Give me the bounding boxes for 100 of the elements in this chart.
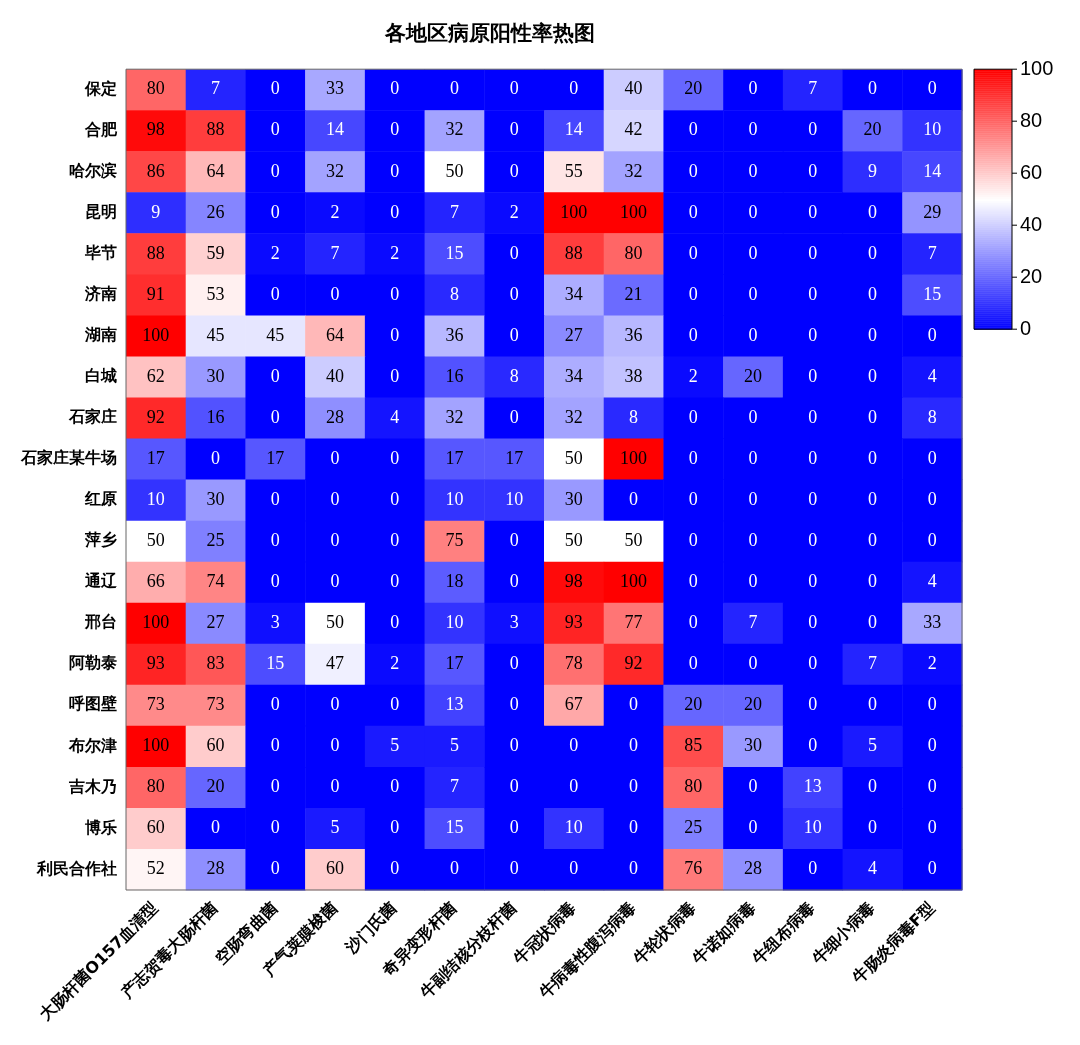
data-label: 7	[330, 242, 340, 263]
data-label: 88	[146, 242, 165, 263]
data-label: 0	[390, 324, 400, 345]
data-label: 26	[206, 201, 225, 222]
data-label: 0	[688, 570, 698, 591]
data-label: 100	[142, 324, 170, 345]
data-label: 47	[326, 653, 344, 674]
data-label: 0	[688, 488, 698, 509]
data-label: 50	[445, 160, 464, 181]
data-label: 0	[629, 776, 639, 797]
data-label: 93	[564, 611, 583, 632]
data-label: 4	[927, 570, 937, 591]
data-label: 0	[390, 447, 400, 468]
data-label: 0	[688, 201, 698, 222]
data-label: 0	[927, 817, 937, 838]
data-label: 0	[509, 776, 519, 797]
data-label: 0	[270, 283, 280, 304]
data-label: 0	[390, 694, 400, 715]
data-label: 7	[867, 653, 877, 674]
data-label: 0	[509, 242, 519, 263]
data-label: 10	[445, 611, 464, 632]
data-label: 0	[509, 858, 519, 879]
data-label: 30	[206, 365, 225, 386]
data-label: 50	[564, 447, 583, 468]
data-label: 0	[748, 817, 758, 838]
data-label: 0	[390, 488, 400, 509]
data-label: 20	[206, 776, 225, 797]
data-label: 7	[748, 611, 758, 632]
data-label: 45	[206, 324, 225, 345]
data-label: 0	[748, 283, 758, 304]
data-label: 14	[326, 119, 344, 140]
data-label: 83	[206, 653, 225, 674]
data-label: 0	[270, 817, 280, 838]
data-label: 34	[564, 365, 583, 386]
data-label: 20	[684, 78, 703, 99]
data-label: 0	[270, 776, 280, 797]
data-label: 0	[927, 529, 937, 550]
data-label: 0	[211, 447, 221, 468]
data-label: 0	[629, 735, 639, 756]
data-label: 0	[509, 406, 519, 427]
data-label: 100	[560, 201, 588, 222]
data-label: 0	[330, 694, 340, 715]
data-label: 0	[688, 242, 698, 263]
data-label: 29	[923, 201, 942, 222]
y-tick-label: 呼图壁	[69, 694, 117, 714]
data-label: 2	[270, 242, 280, 263]
data-label: 30	[206, 488, 225, 509]
data-label: 25	[206, 529, 225, 550]
data-label: 0	[688, 324, 698, 345]
data-label: 28	[206, 858, 225, 879]
data-label: 0	[688, 653, 698, 674]
data-label: 20	[744, 365, 762, 386]
data-label: 88	[564, 242, 583, 263]
data-label: 32	[326, 160, 344, 181]
y-tick-label: 昆明	[85, 202, 117, 221]
data-label: 74	[206, 570, 225, 591]
data-label: 59	[206, 242, 225, 263]
data-label: 21	[624, 283, 643, 304]
data-label: 0	[509, 570, 519, 591]
data-label: 0	[808, 201, 818, 222]
data-label: 0	[748, 119, 758, 140]
data-label: 0	[808, 858, 818, 879]
data-label: 0	[330, 735, 340, 756]
data-label: 2	[688, 365, 698, 386]
color-bar-label: 100	[1020, 56, 1054, 79]
data-label: 50	[146, 529, 165, 550]
data-label: 0	[509, 160, 519, 181]
data-label: 50	[326, 611, 344, 632]
data-label: 0	[390, 858, 400, 879]
y-tick-label: 红原	[84, 489, 117, 509]
data-label: 0	[808, 242, 818, 263]
data-label: 0	[509, 817, 519, 838]
data-label: 45	[266, 324, 285, 345]
y-tick-label: 济南	[84, 284, 117, 304]
data-label: 20	[863, 119, 882, 140]
data-label: 92	[146, 406, 165, 427]
data-label: 3	[509, 611, 519, 632]
data-label: 0	[748, 201, 758, 222]
data-label: 5	[867, 735, 877, 756]
data-label: 60	[326, 858, 344, 879]
data-label: 0	[808, 365, 818, 386]
y-tick-label: 萍乡	[84, 530, 117, 550]
data-label: 85	[684, 735, 703, 756]
data-label: 77	[624, 611, 643, 632]
data-label: 55	[564, 160, 583, 181]
data-label: 15	[445, 817, 464, 838]
data-label: 0	[270, 570, 280, 591]
data-label: 7	[449, 776, 459, 797]
y-tick-label: 湖南	[84, 325, 117, 345]
data-label: 17	[445, 447, 464, 468]
data-label: 0	[808, 283, 818, 304]
y-tick-label: 石家庄某牛场	[20, 448, 117, 468]
y-tick-label: 毕节	[84, 243, 117, 263]
data-label: 0	[390, 570, 400, 591]
data-label: 52	[146, 858, 165, 879]
data-label: 0	[390, 78, 400, 99]
data-label: 0	[867, 242, 877, 263]
data-label: 0	[867, 570, 877, 591]
data-label: 3	[270, 611, 280, 632]
data-label: 40	[624, 78, 643, 99]
